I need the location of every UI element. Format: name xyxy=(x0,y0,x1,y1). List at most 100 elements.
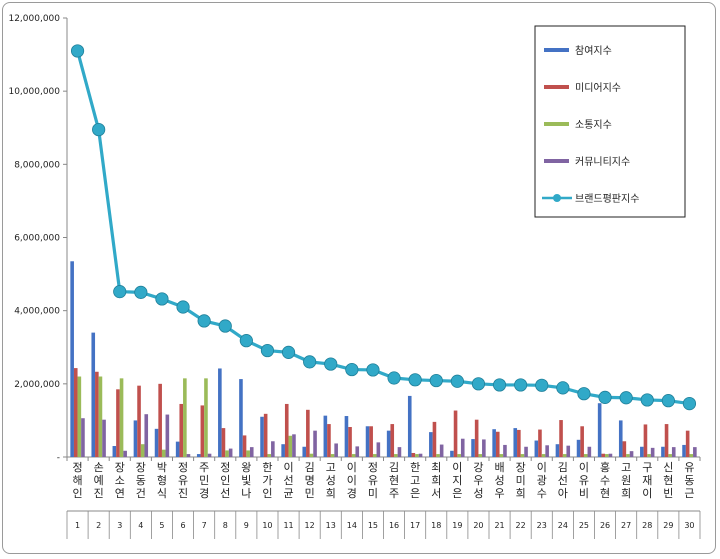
bar-3-20 xyxy=(478,454,483,457)
legend-marker xyxy=(553,194,561,202)
bar-3-17 xyxy=(415,454,419,457)
category-index-7: 7 xyxy=(202,521,207,530)
bar-1-28 xyxy=(640,446,644,457)
bar-4-16 xyxy=(397,447,402,457)
line-point-25 xyxy=(577,387,591,401)
bar-3-9 xyxy=(246,450,250,457)
bar-1-4 xyxy=(133,420,138,457)
bar-2-26 xyxy=(601,453,606,457)
bar-2-10 xyxy=(263,413,268,457)
category-index-3: 3 xyxy=(117,521,122,530)
bar-4-14 xyxy=(355,446,360,457)
bar-4-2 xyxy=(102,419,106,457)
bar-1-3 xyxy=(112,446,117,457)
category-index-4: 4 xyxy=(138,521,143,530)
y-tick-label: 2,000,000 xyxy=(14,380,60,390)
bar-1-14 xyxy=(344,416,349,457)
category-index-8: 8 xyxy=(223,521,228,530)
category-index-10: 10 xyxy=(262,521,272,530)
category-index-13: 13 xyxy=(326,521,336,530)
bar-3-12 xyxy=(309,453,314,457)
bar-2-30 xyxy=(685,430,690,457)
bar-1-17 xyxy=(407,395,412,457)
category-index-6: 6 xyxy=(181,521,186,530)
y-tick-label: - xyxy=(57,453,60,463)
y-tick-label: 4,000,000 xyxy=(14,307,60,317)
bar-3-1 xyxy=(77,376,82,457)
category-index-20: 20 xyxy=(473,521,483,530)
bar-3-24 xyxy=(562,454,567,457)
bar-2-2 xyxy=(95,371,99,457)
bar-4-21 xyxy=(503,444,507,457)
bar-1-23 xyxy=(534,440,539,457)
category-index-11: 11 xyxy=(283,521,293,530)
bar-1-24 xyxy=(555,444,560,457)
line-point-12 xyxy=(303,355,317,369)
line-point-11 xyxy=(281,345,296,359)
category-index-25: 25 xyxy=(579,521,589,530)
line-point-5 xyxy=(155,292,169,306)
bar-2-29 xyxy=(664,424,669,457)
line-point-26 xyxy=(598,390,612,404)
category-index-19: 19 xyxy=(452,521,462,530)
legend-swatch-2 xyxy=(544,85,569,89)
line-point-10 xyxy=(260,343,275,358)
bar-1-20 xyxy=(471,439,475,457)
bar-4-10 xyxy=(271,441,275,457)
bar-1-9 xyxy=(239,379,243,457)
bar-4-19 xyxy=(460,438,465,457)
bar-1-13 xyxy=(323,415,328,457)
bar-1-7 xyxy=(196,454,201,457)
bar-4-11 xyxy=(292,434,296,457)
line-point-9 xyxy=(239,334,253,348)
category-index-29: 29 xyxy=(663,521,673,530)
line-point-27 xyxy=(619,391,633,405)
line-point-4 xyxy=(134,285,148,299)
category-index-26: 26 xyxy=(600,521,610,530)
bar-4-1 xyxy=(81,418,85,457)
bar-2-28 xyxy=(643,424,648,457)
bar-4-6 xyxy=(186,454,191,457)
category-index-15: 15 xyxy=(368,521,378,530)
legend-label-2: 미디어지수 xyxy=(575,82,621,94)
category-index-16: 16 xyxy=(389,521,399,530)
line-point-20 xyxy=(471,377,486,391)
bar-2-1 xyxy=(73,368,78,457)
bar-4-28 xyxy=(650,447,655,457)
bar-4-12 xyxy=(313,430,317,457)
bar-4-24 xyxy=(566,445,571,457)
bar-2-24 xyxy=(559,420,563,457)
bar-4-25 xyxy=(587,446,592,457)
bar-4-13 xyxy=(334,443,338,457)
bar-2-4 xyxy=(137,385,141,457)
bar-3-6 xyxy=(183,378,187,457)
line-point-19 xyxy=(450,374,464,388)
bar-1-25 xyxy=(576,439,581,457)
bar-3-22 xyxy=(520,454,525,457)
line-point-3 xyxy=(113,285,127,299)
bar-3-5 xyxy=(161,449,166,457)
line-point-1 xyxy=(70,44,85,58)
line-point-17 xyxy=(408,373,422,387)
axes: - 2,000,000 4,000,000 6,000,000 8,000,000 10,… xyxy=(8,14,701,463)
bar-1-5 xyxy=(154,428,159,457)
y-tick-label: 10,000,000 xyxy=(8,87,60,97)
bars xyxy=(70,261,697,457)
bar-4-7 xyxy=(207,453,212,457)
line-point-15 xyxy=(366,363,380,377)
bar-2-25 xyxy=(580,426,584,457)
bar-2-18 xyxy=(432,421,437,457)
chart-frame: - 2,000,000 4,000,000 6,000,000 8,000,000 10,… xyxy=(2,2,716,554)
